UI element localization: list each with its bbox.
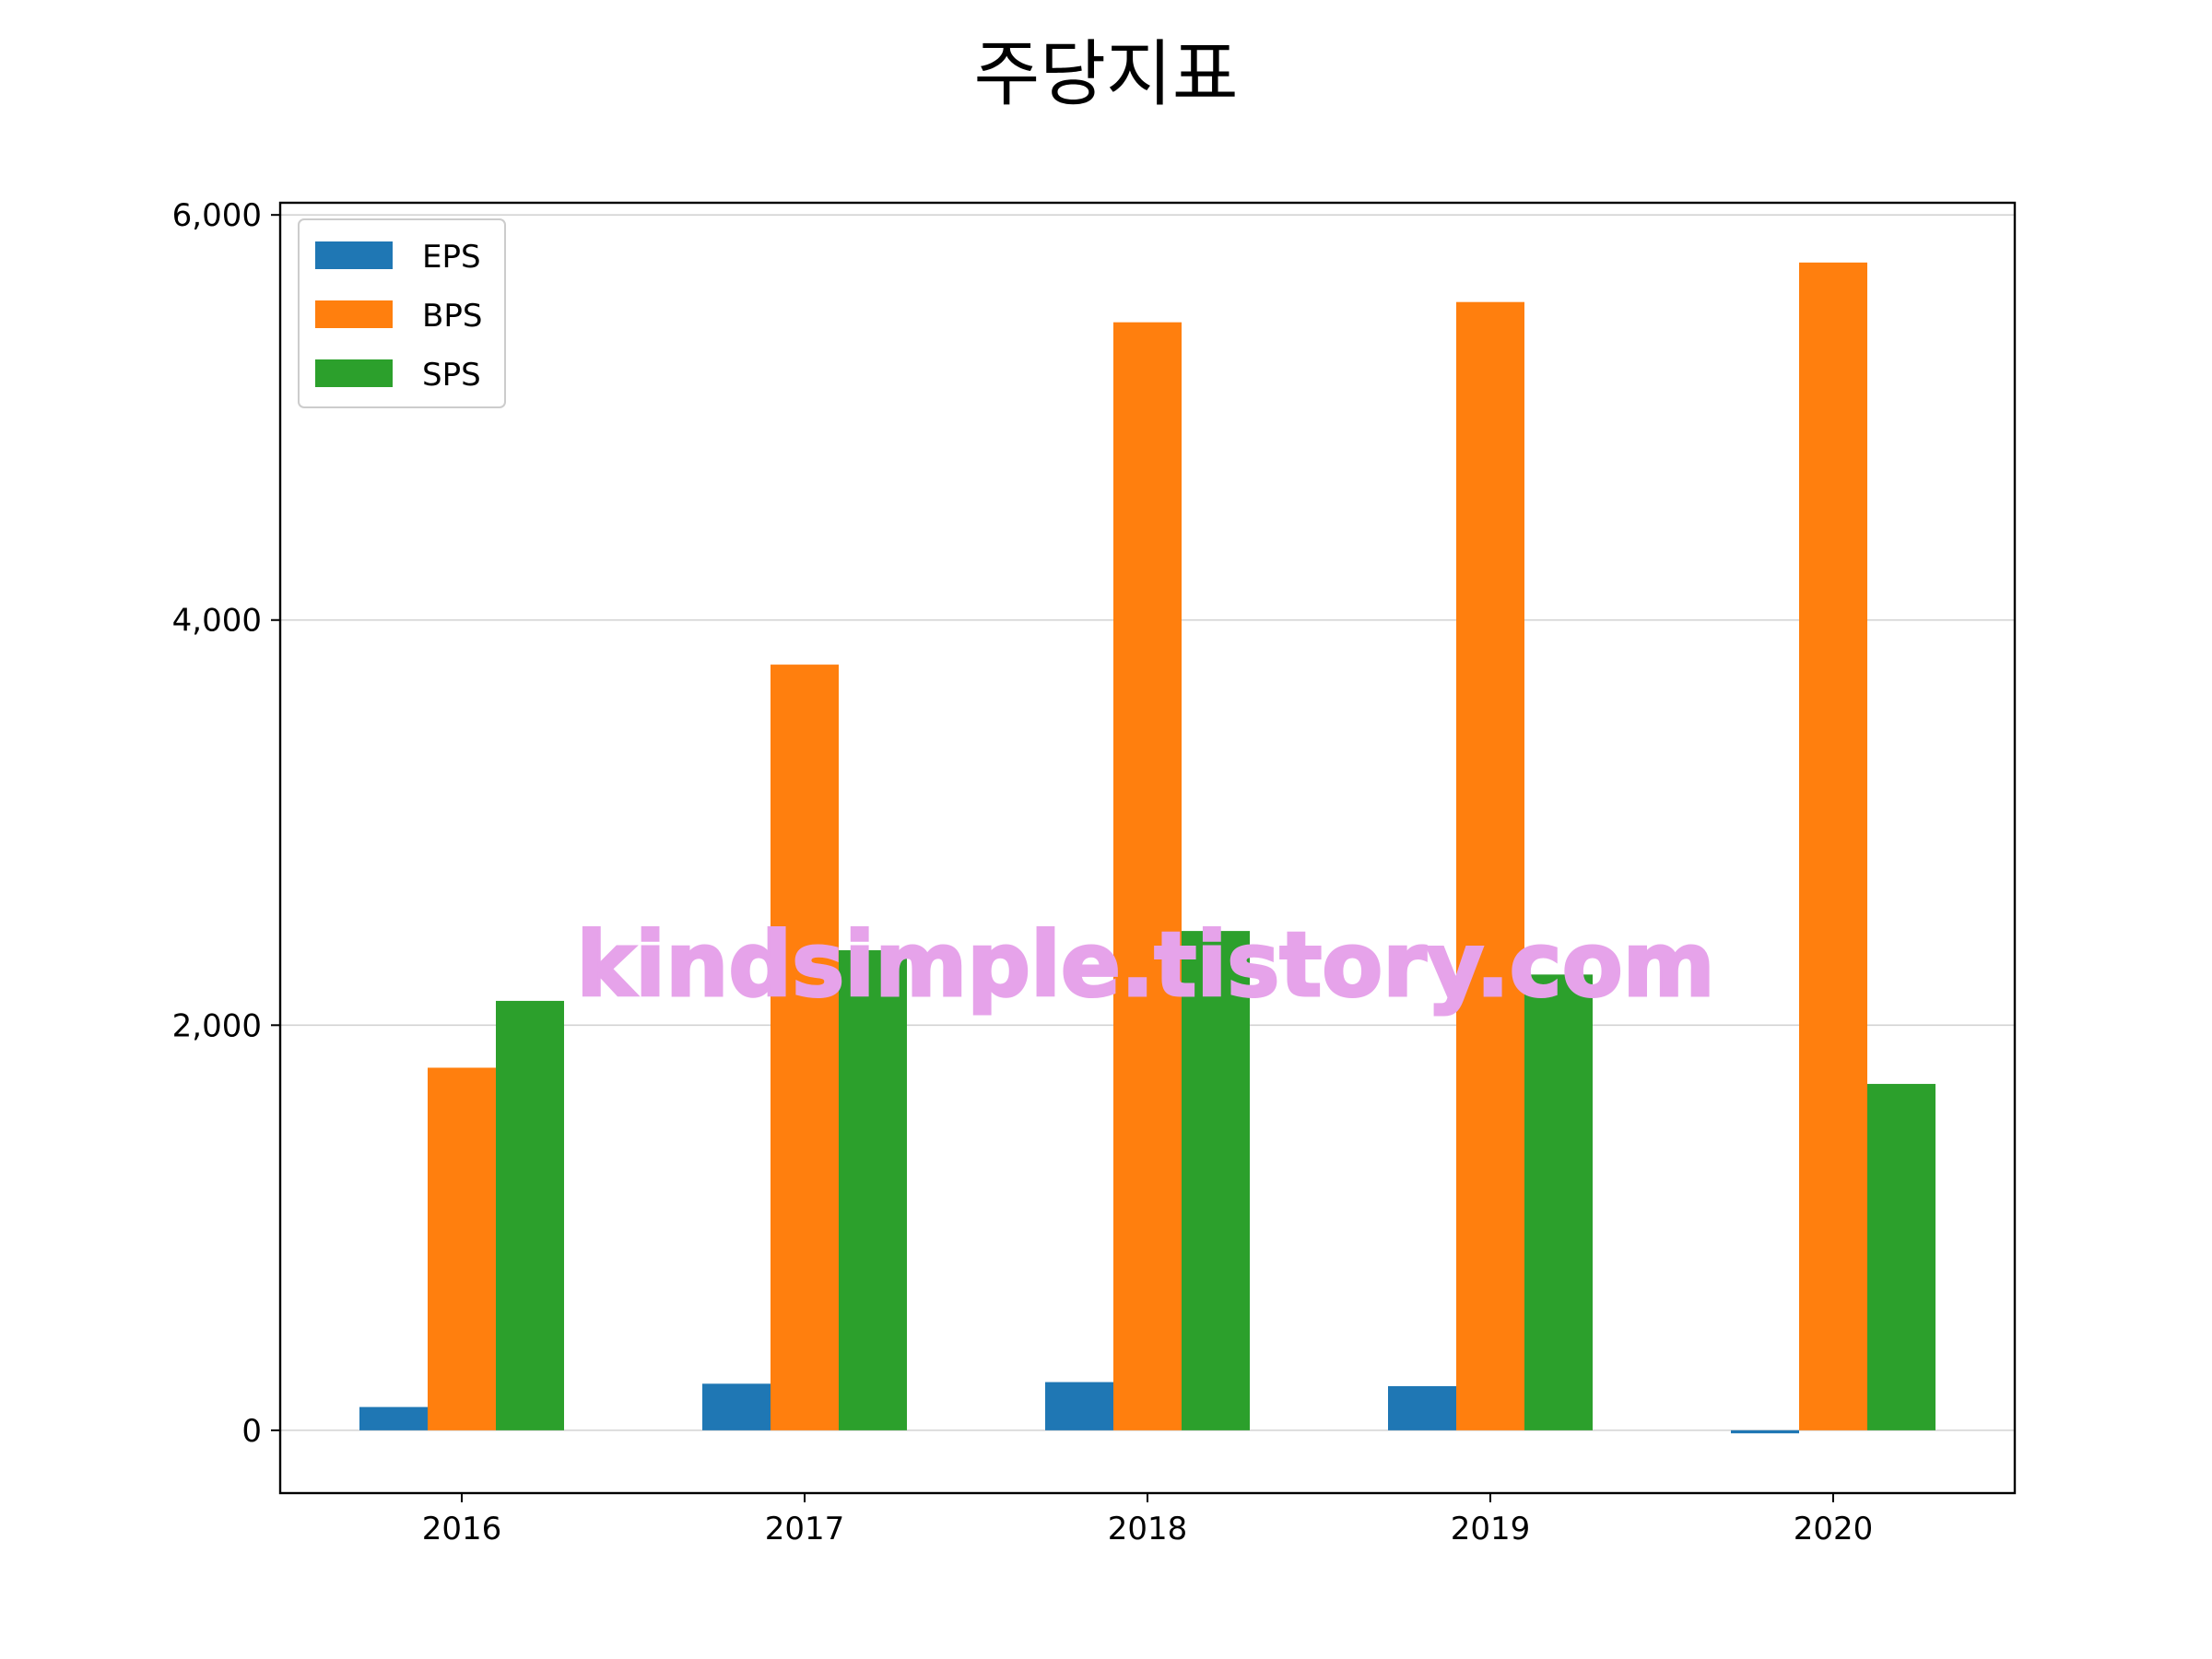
bar-sps-2019 (1524, 974, 1593, 1430)
bar-bps-2019 (1456, 301, 1524, 1430)
legend: EPS BPS SPS (298, 218, 506, 408)
legend-swatch-sps (315, 359, 393, 387)
bar-sps-2020 (1867, 1084, 1936, 1430)
watermark-text: kindsimple.tistory.com (576, 913, 1714, 1017)
y-tick-label: 6,000 (172, 197, 262, 234)
bar-eps-2018 (1045, 1382, 1113, 1430)
bar-eps-2020 (1731, 1430, 1799, 1434)
bar-eps-2016 (359, 1406, 428, 1430)
axes: 0 2,000 4,000 6,000 2016 2017 2018 2019 2020 (172, 197, 2017, 1547)
legend-label-sps: SPS (422, 357, 481, 394)
x-tick-label: 2018 (1108, 1511, 1188, 1547)
x-tick-label: 2019 (1451, 1511, 1531, 1547)
bar-bps-2018 (1113, 322, 1182, 1430)
bar-bps-2020 (1799, 262, 1867, 1430)
bar-bps-2017 (771, 665, 839, 1430)
legend-swatch-bps (315, 300, 393, 328)
bar-eps-2019 (1388, 1385, 1456, 1430)
chart-title: 주당지표 (973, 33, 1239, 116)
x-tick-label: 2017 (765, 1511, 845, 1547)
y-tick-label: 4,000 (172, 603, 262, 640)
bar-sps-2016 (496, 1000, 564, 1430)
x-tick-label: 2016 (422, 1511, 502, 1547)
bars (359, 262, 1936, 1434)
bar-eps-2017 (702, 1383, 771, 1430)
bar-bps-2016 (428, 1067, 496, 1430)
legend-label-eps: EPS (422, 239, 481, 276)
y-tick-label: 0 (241, 1413, 262, 1450)
bar-sps-2017 (839, 949, 907, 1430)
bar-sps-2018 (1182, 931, 1250, 1430)
legend-swatch-eps (315, 241, 393, 269)
x-tick-label: 2020 (1794, 1511, 1874, 1547)
legend-label-bps: BPS (422, 298, 482, 335)
y-tick-label: 2,000 (172, 1007, 262, 1044)
